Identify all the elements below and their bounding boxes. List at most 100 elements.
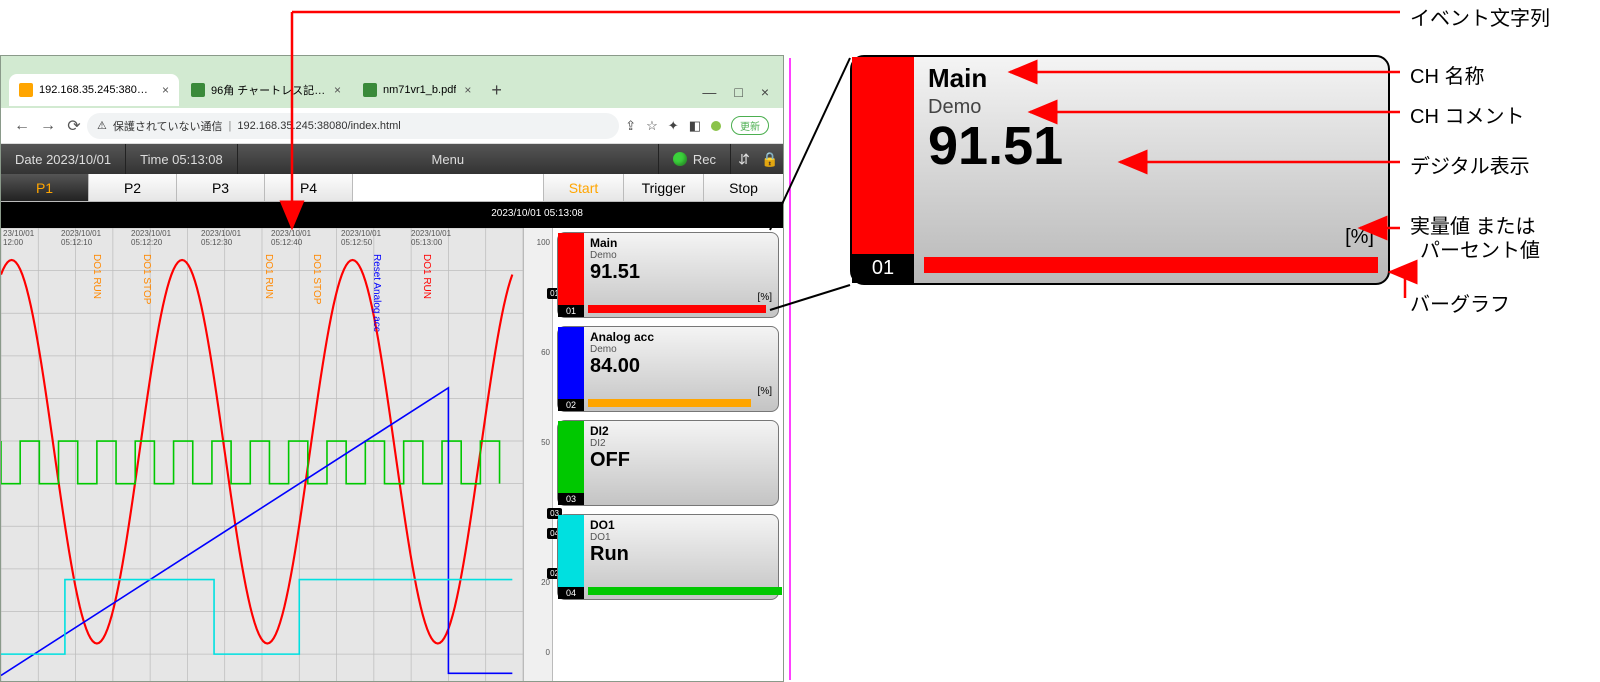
tab-p4[interactable]: P4: [265, 174, 353, 201]
cards-column: 01 Main Demo 91.51 [%] 02 Analog acc Dem…: [553, 228, 783, 681]
browser-tab[interactable]: 96角 チャートレス記録計71VR1 | ×: [181, 74, 351, 106]
scale-column: 100605020001030402: [523, 228, 553, 681]
reload-icon[interactable]: ⟳: [61, 116, 87, 136]
scale-tick: 100: [537, 238, 550, 247]
scale-tick: 20: [541, 578, 550, 587]
close-icon[interactable]: ×: [162, 83, 169, 97]
anno-bargraph: バーグラフ: [1410, 288, 1510, 317]
card-unit: [%]: [758, 292, 772, 303]
trend-chart: [1, 228, 523, 681]
channel-card[interactable]: 02 Analog acc Demo 84.00 [%]: [557, 326, 779, 412]
event-label: DO1 RUN: [263, 254, 274, 299]
card-value: 91.51: [590, 261, 772, 284]
card-ch-comment: DI2: [590, 438, 772, 449]
browser-titlebar: 192.168.35.245:38080/index.html × 96角 チャ…: [1, 56, 783, 108]
profile-icon[interactable]: [711, 121, 721, 131]
time-axis-label: 2023/10/0105:12:50: [341, 230, 381, 248]
card-ch-name: DI2: [590, 424, 772, 438]
favicon-icon: [19, 83, 33, 97]
favicon-icon: [363, 83, 377, 97]
callout-ch-number: 01: [852, 254, 914, 283]
card-bargraph: [588, 305, 766, 313]
scale-tick: 60: [541, 348, 550, 357]
close-icon[interactable]: ×: [464, 83, 471, 97]
card-value: Run: [590, 543, 772, 566]
window-controls: — □ ×: [688, 84, 783, 108]
time-cell: Time 05:13:08: [126, 144, 238, 174]
callout-value: 91.51: [928, 115, 1374, 177]
callout-card: 01 Main Demo 91.51 [%]: [850, 55, 1390, 285]
browser-tabs: 192.168.35.245:38080/index.html × 96角 チャ…: [1, 72, 510, 108]
close-icon[interactable]: ×: [334, 83, 341, 97]
scale-tick: 50: [541, 438, 550, 447]
stop-button[interactable]: Stop: [703, 174, 783, 201]
start-button[interactable]: Start: [543, 174, 623, 201]
tab-p1[interactable]: P1: [1, 174, 89, 201]
minimize-icon[interactable]: —: [702, 84, 716, 100]
anno-digital: デジタル表示: [1410, 150, 1530, 179]
menu-button[interactable]: Menu: [238, 144, 659, 174]
card-value: 84.00: [590, 355, 772, 378]
card-ch-name: Analog acc: [590, 330, 772, 344]
event-label: Reset Analog acc: [371, 254, 382, 332]
trigger-button[interactable]: Trigger: [623, 174, 703, 201]
card-bargraph: [588, 399, 751, 407]
card-ch-comment: Demo: [590, 250, 772, 261]
forward-icon[interactable]: →: [35, 117, 61, 135]
star-icon[interactable]: ☆: [646, 118, 658, 134]
event-label: DO1 RUN: [91, 254, 102, 299]
callout-swatch: [852, 57, 914, 254]
url-text: 192.168.35.245:38080/index.html: [237, 120, 400, 132]
page-tabs: P1 P2 P3 P4 Start Trigger Stop: [1, 174, 783, 202]
anno-event-string: イベント文字列: [1410, 2, 1550, 31]
callout-ch-name: Main: [928, 63, 1374, 94]
time-axis-label: 23/10/0112:00: [3, 230, 34, 248]
scale-tick: 0: [546, 648, 550, 657]
anno-ch-name: CH 名称: [1410, 60, 1484, 89]
card-ch-comment: Demo: [590, 344, 772, 355]
black-bar: 2023/10/01 05:13:08: [1, 202, 783, 228]
browser-tab[interactable]: 192.168.35.245:38080/index.html ×: [9, 74, 179, 106]
card-ch-name: DO1: [590, 518, 772, 532]
time-axis-label: 2023/10/0105:12:30: [201, 230, 241, 248]
event-label: DO1 STOP: [141, 254, 152, 304]
url-input[interactable]: ⚠ 保護されていない通信 | 192.168.35.245:38080/inde…: [87, 113, 619, 139]
event-label: DO1 RUN: [421, 254, 432, 299]
share-icon[interactable]: ⇪: [625, 118, 636, 134]
puzzle-icon[interactable]: ✦: [668, 118, 679, 134]
card-unit: [%]: [758, 386, 772, 397]
back-icon[interactable]: ←: [9, 117, 35, 135]
favicon-icon: [191, 83, 205, 97]
time-axis-label: 2023/10/0105:13:00: [411, 230, 451, 248]
sidepanel-icon[interactable]: ◧: [689, 118, 701, 134]
update-button[interactable]: 更新: [731, 116, 769, 135]
card-bargraph: [588, 587, 782, 595]
channel-card[interactable]: 01 Main Demo 91.51 [%]: [557, 232, 779, 318]
rec-label: Rec: [693, 152, 716, 167]
tab-p3[interactable]: P3: [177, 174, 265, 201]
warning-icon: ⚠: [97, 119, 107, 132]
chart-timestamp: 2023/10/01 05:13:08: [491, 202, 783, 219]
card-swatch: [558, 421, 584, 493]
card-ch-number: 01: [558, 305, 584, 317]
card-ch-number: 03: [558, 493, 584, 505]
new-tab-button[interactable]: +: [483, 80, 510, 101]
close-window-icon[interactable]: ×: [761, 84, 769, 100]
callout-bargraph: [924, 257, 1378, 273]
card-swatch: [558, 327, 584, 399]
extension-icons: ⇪ ☆ ✦ ◧ 更新: [619, 116, 775, 135]
channel-card[interactable]: 04 DO1 DO1 Run: [557, 514, 779, 600]
expand-icon[interactable]: ⇵: [731, 151, 757, 168]
lock-icon[interactable]: 🔒: [757, 151, 783, 168]
tab-p2[interactable]: P2: [89, 174, 177, 201]
maximize-icon[interactable]: □: [734, 84, 742, 100]
rec-button[interactable]: Rec: [659, 144, 731, 174]
address-bar: ← → ⟳ ⚠ 保護されていない通信 | 192.168.35.245:3808…: [1, 108, 783, 144]
browser-tab[interactable]: nm71vr1_b.pdf ×: [353, 74, 481, 106]
channel-card[interactable]: 03 DI2 DI2 OFF: [557, 420, 779, 506]
callout-unit: [%]: [1345, 226, 1374, 249]
tab-label: nm71vr1_b.pdf: [383, 84, 456, 96]
date-cell: Date 2023/10/01: [1, 144, 126, 174]
anno-ch-comment: CH コメント: [1410, 100, 1524, 129]
rec-dot-icon: [673, 152, 687, 166]
